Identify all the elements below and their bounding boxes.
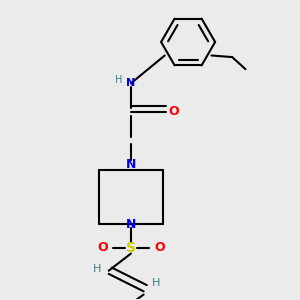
Text: O: O [97, 241, 108, 254]
Text: S: S [126, 241, 136, 255]
Text: H: H [152, 278, 160, 288]
Text: H: H [92, 264, 101, 274]
Text: N: N [126, 78, 136, 88]
Text: O: O [169, 105, 179, 119]
Text: N: N [126, 158, 136, 171]
Text: H: H [115, 75, 122, 85]
Text: O: O [154, 241, 165, 254]
Text: N: N [126, 218, 136, 230]
